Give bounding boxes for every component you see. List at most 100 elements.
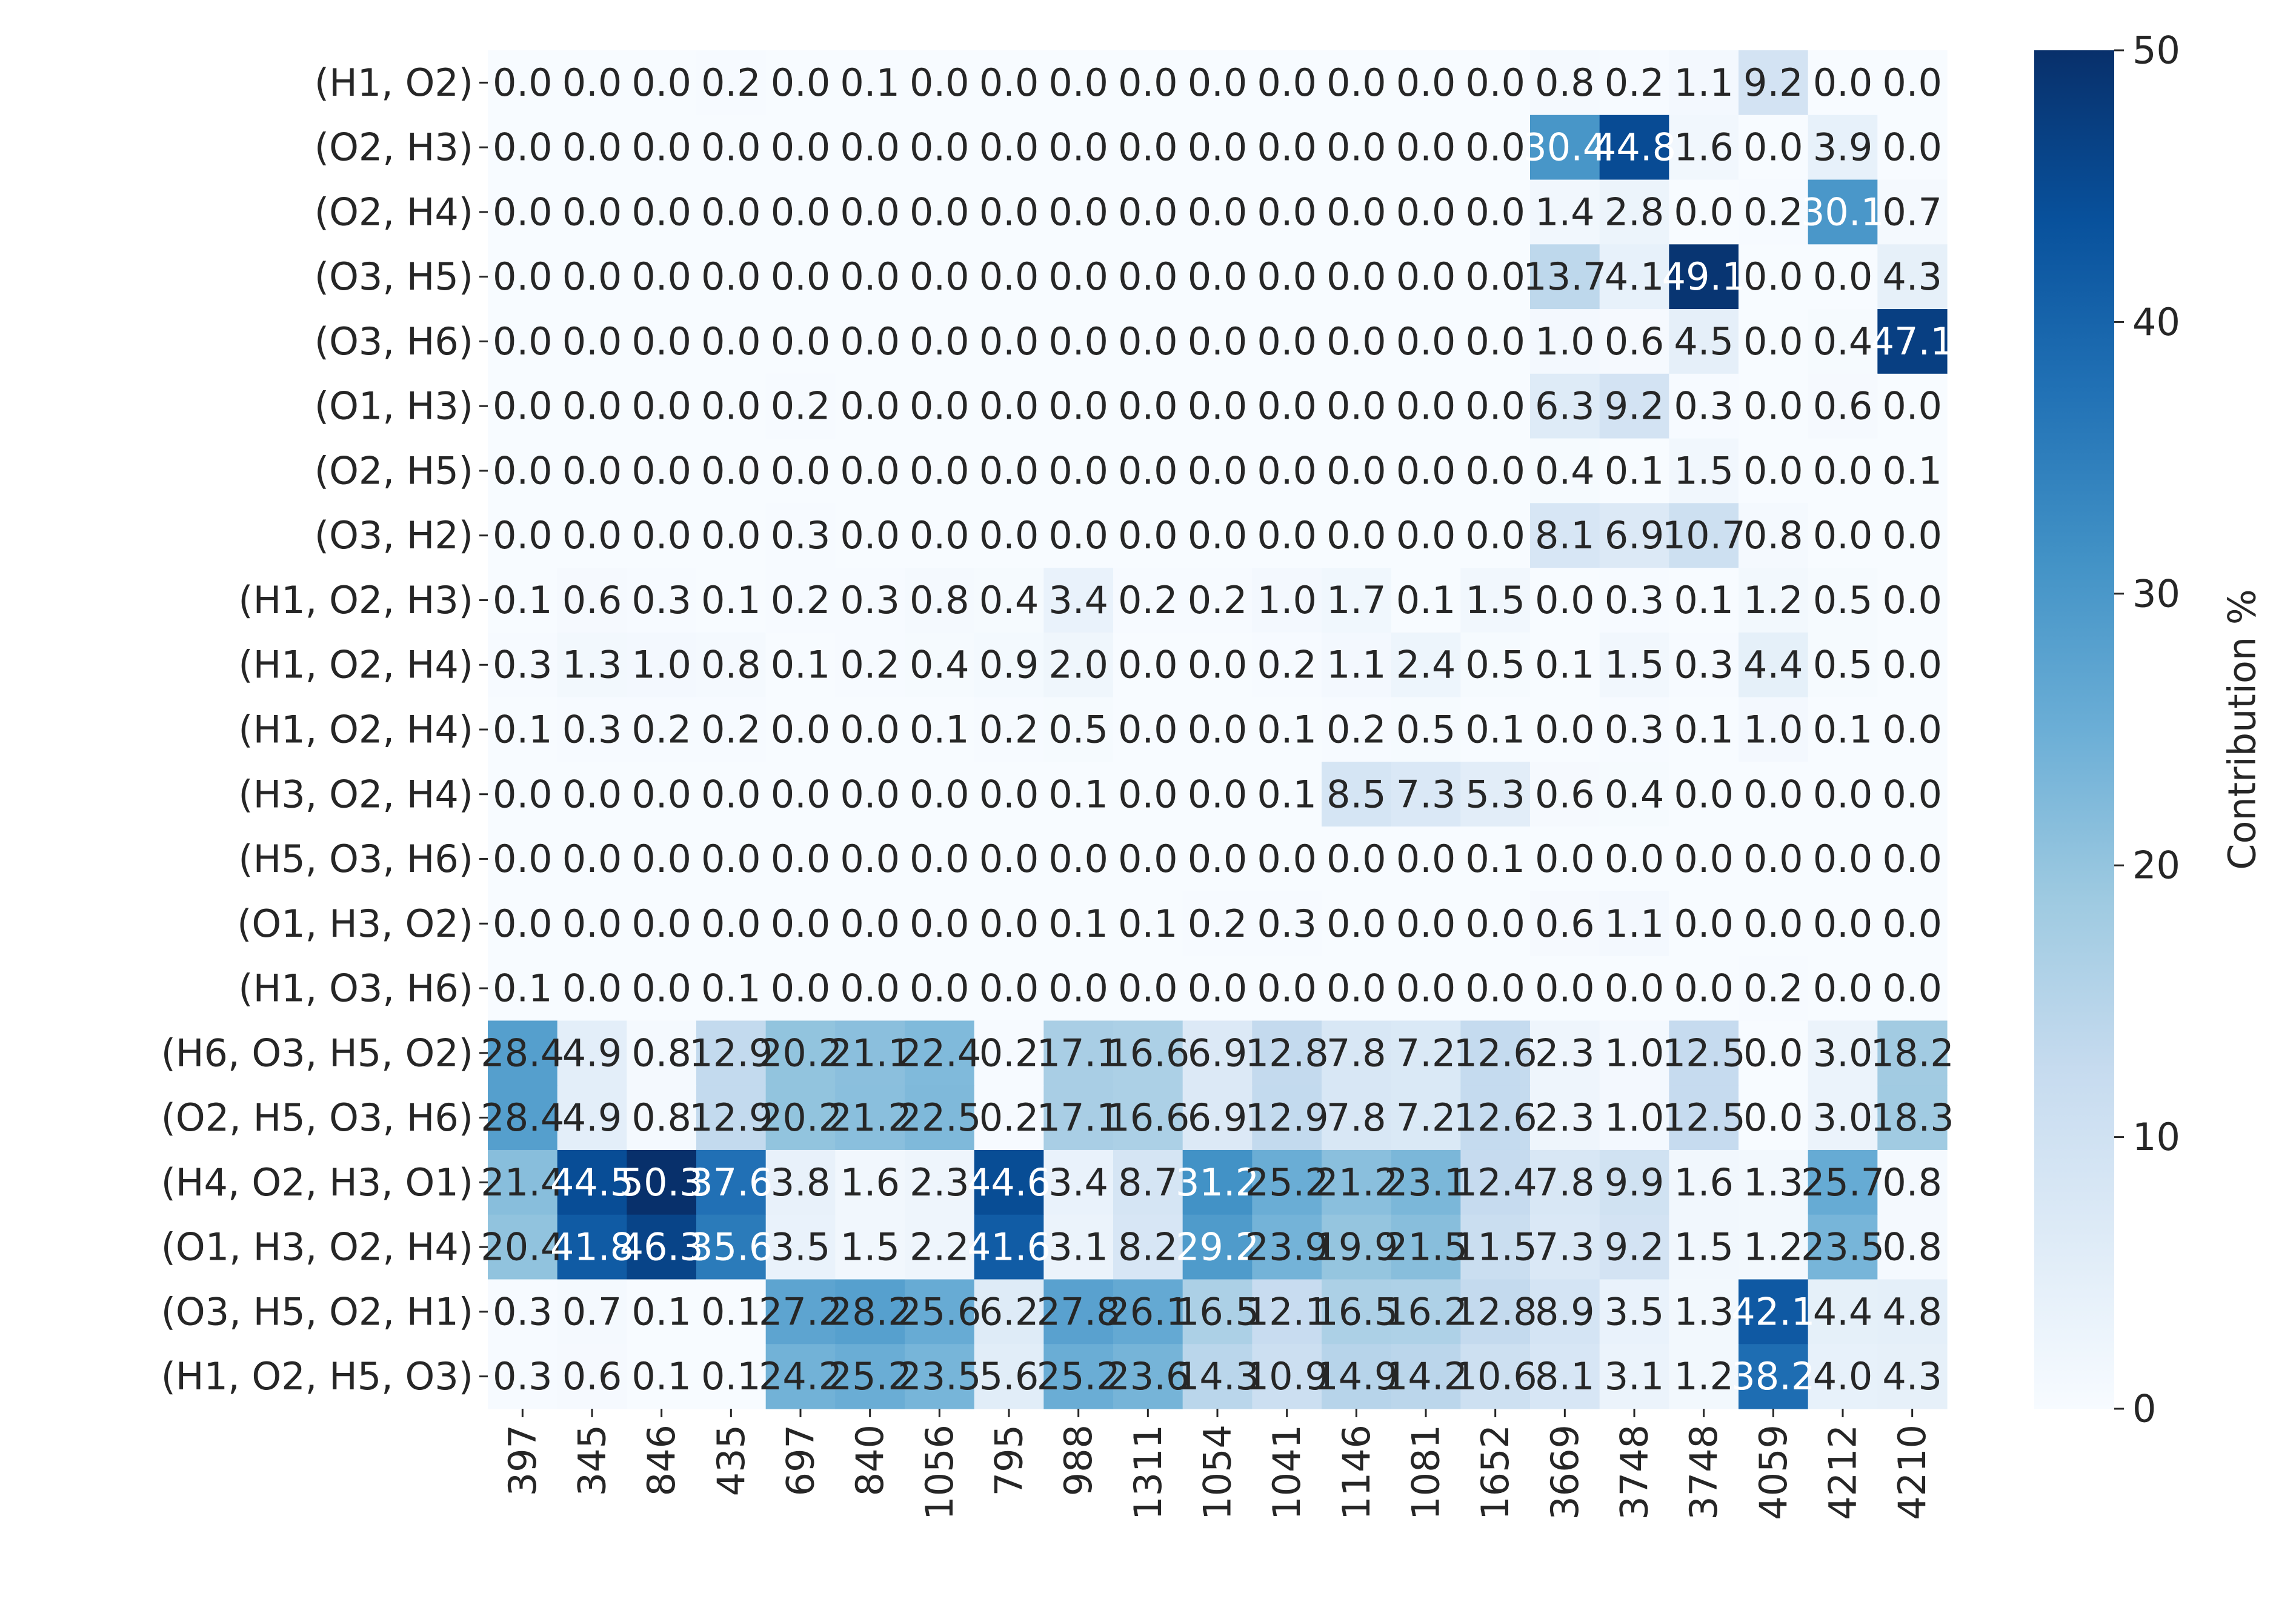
heatmap-cell [1182,373,1253,439]
cell-value-label: 1.5 [1674,1225,1734,1269]
colorbar-tick-label: 40 [2132,300,2180,344]
cell-value-label: 0.0 [840,448,900,493]
cell-value-label: 1.6 [840,1160,900,1205]
heatmap-cell [1460,115,1531,181]
cell-value-label: 0.3 [562,708,622,752]
cell-value-label: 0.0 [910,513,970,557]
heatmap-cell [1669,697,1739,762]
cell-value-label: 0.0 [1188,966,1248,1011]
cell-value-label: 0.0 [1326,837,1386,881]
cell-value-label: 0.0 [562,384,622,428]
heatmap-cell [974,373,1044,439]
cell-value-label: 0.2 [979,708,1039,752]
heatmap-cell [488,373,558,439]
heatmap-cell [1599,503,1669,568]
heatmap-cell [1530,1279,1600,1345]
heatmap-cell [1113,1279,1183,1345]
cell-value-label: 37.6 [689,1160,773,1205]
heatmap-cell [557,1020,627,1086]
heatmap-cell [835,1214,905,1280]
heatmap-cell [627,956,697,1022]
heatmap-cell [905,1149,975,1215]
heatmap-cell [488,632,558,698]
cell-value-label: 0.0 [840,190,900,234]
cell-value-label: 0.2 [1257,643,1317,687]
cell-value-label: 1.1 [1605,902,1665,946]
heatmap-cell [1460,50,1531,116]
cell-value-label: 0.0 [1535,837,1595,881]
heatmap-cell [1460,891,1531,957]
y-tick-label: (O1, H3) [314,384,473,428]
heatmap-cell [557,50,627,116]
heatmap-cell [835,373,905,439]
x-tick-label: 1311 [1126,1424,1170,1520]
heatmap-cell [835,1085,905,1151]
cell-value-label: 1.5 [1465,578,1525,622]
cell-value-label: 0.0 [910,254,970,299]
heatmap-cell [1182,1020,1253,1086]
cell-value-label: 25.2 [1245,1160,1329,1205]
heatmap-cell [1530,568,1600,633]
cell-value-label: 0.0 [1535,966,1595,1011]
cell-value-label: 0.0 [701,772,761,816]
cell-value-label: 0.0 [1882,837,1942,881]
heatmap-cell [835,632,905,698]
cell-value-label: 0.4 [910,643,970,687]
heatmap-cell [974,309,1044,374]
cell-value-label: 3.5 [771,1225,831,1269]
y-tick-label: (H1, O2) [314,61,473,105]
cell-value-label: 0.0 [1465,513,1525,557]
cell-value-label: 4.8 [1882,1289,1942,1334]
cell-value-label: 2.2 [910,1225,970,1269]
cell-value-label: 0.6 [562,578,622,622]
cell-value-label: 0.0 [840,319,900,364]
heatmap-cell [488,1344,558,1409]
cell-value-label: 0.0 [910,837,970,881]
cell-value-label: 0.0 [562,254,622,299]
cell-value-label: 0.0 [840,772,900,816]
heatmap-cell [1877,891,1948,957]
heatmap-cell [1877,244,1948,310]
cell-value-label: 0.0 [1326,319,1386,364]
heatmap-cell [1530,309,1600,374]
cell-value-label: 0.0 [701,190,761,234]
cell-value-label: 38.2 [1731,1354,1815,1398]
cell-value-label: 0.0 [493,319,553,364]
heatmap-cell [1877,1149,1948,1215]
cell-value-label: 0.5 [1048,708,1108,752]
cell-value-label: 0.0 [1396,384,1456,428]
x-tick-label: 846 [639,1424,684,1496]
heatmap-cell [905,1279,975,1345]
cell-value-label: 0.0 [631,966,691,1011]
cell-value-label: 12.5 [1662,1031,1746,1075]
cell-value-label: 0.3 [493,1289,553,1334]
heatmap-cell [1739,1214,1809,1280]
heatmap-cell [1252,956,1322,1022]
heatmap-cell [1043,568,1114,633]
heatmap-cell [1669,179,1739,245]
heatmap-cell [974,1214,1044,1280]
heatmap-cell [1739,244,1809,310]
cell-value-label: 0.0 [1326,384,1386,428]
heatmap-cell [488,826,558,892]
heatmap-cell [1669,826,1739,892]
y-tick-label: (H5, O3, H6) [238,837,473,881]
cell-value-label: 16.6 [1106,1031,1190,1075]
heatmap-cell [1322,503,1392,568]
heatmap-cell [1043,826,1114,892]
cell-value-label: 9.2 [1743,61,1803,105]
heatmap-cell [905,1020,975,1086]
cell-value-label: 0.0 [1257,966,1317,1011]
cell-value-label: 6.9 [1188,1095,1248,1140]
cell-value-label: 0.0 [1257,125,1317,170]
cell-value-label: 0.0 [1465,902,1525,946]
heatmap-cell [1113,244,1183,310]
cell-value-label: 18.2 [1871,1031,1954,1075]
heatmap-cell [557,568,627,633]
heatmap-cell [696,179,767,245]
heatmap-cell [557,762,627,827]
cell-value-label: 0.0 [701,254,761,299]
cell-value-label: 7.2 [1396,1095,1456,1140]
heatmap-cell [974,1020,1044,1086]
